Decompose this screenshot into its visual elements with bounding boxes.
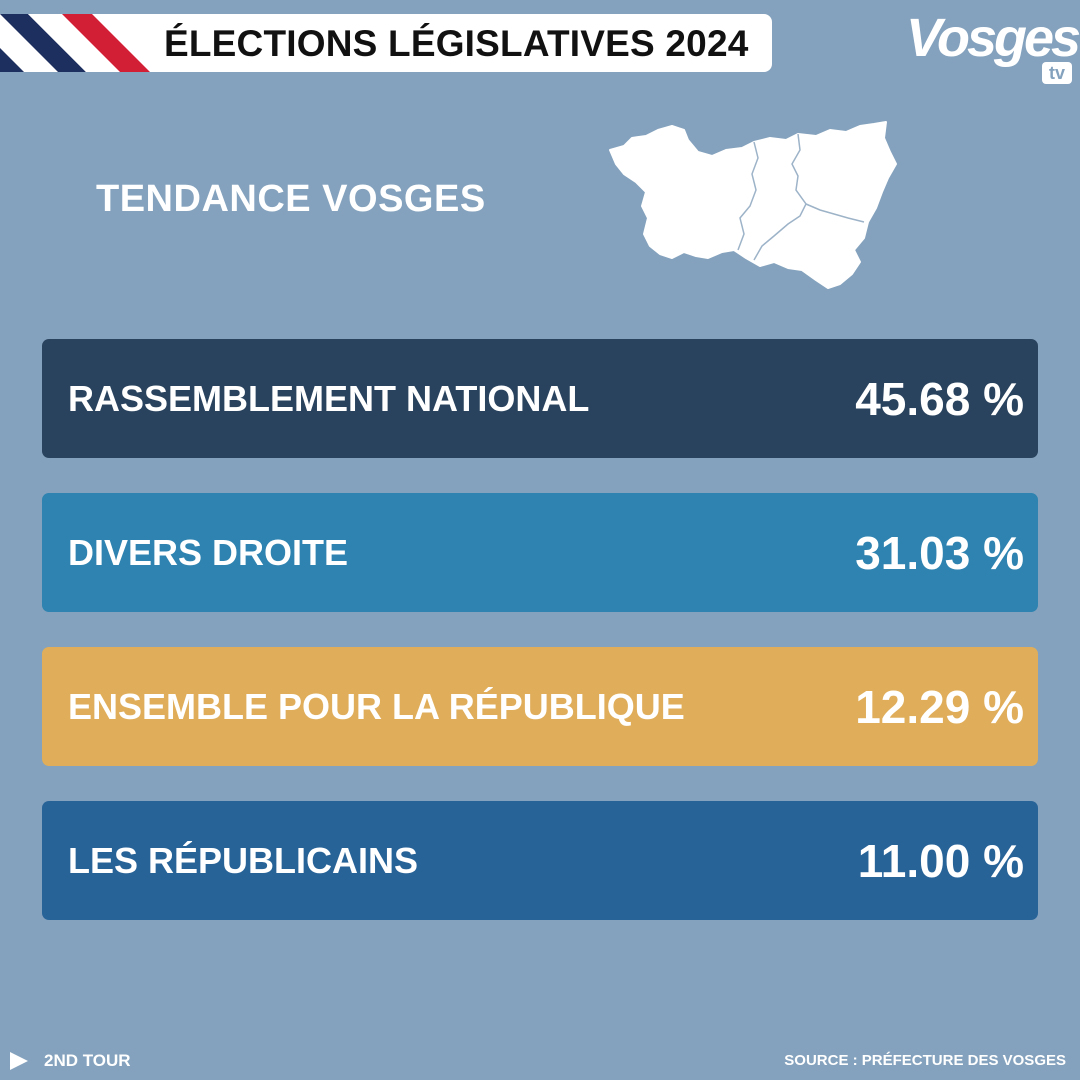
- result-bar-rassemblement-national: RASSEMBLEMENT NATIONAL 45.68 %: [42, 339, 1038, 458]
- result-bar-divers-droite: DIVERS DROITE 31.03 %: [42, 493, 1038, 612]
- brand-name: Vosges: [906, 8, 1080, 68]
- source-credit: SOURCE : PRÉFECTURE DES VOSGES: [784, 1052, 1066, 1069]
- party-name: LES RÉPUBLICAINS: [68, 840, 419, 881]
- party-percentage: 45.68 %: [855, 373, 1024, 425]
- header-banner: ÉLECTIONS LÉGISLATIVES 2024: [0, 14, 772, 72]
- party-percentage: 11.00 %: [857, 835, 1024, 887]
- page-title: ÉLECTIONS LÉGISLATIVES 2024: [164, 23, 749, 64]
- play-icon: [10, 1052, 28, 1070]
- subtitle: TENDANCE VOSGES: [96, 178, 486, 220]
- brand-suffix: tv: [1042, 62, 1072, 84]
- party-name: ENSEMBLE POUR LA RÉPUBLIQUE: [68, 686, 685, 727]
- party-name: DIVERS DROITE: [68, 532, 349, 573]
- party-percentage: 31.03 %: [855, 527, 1024, 579]
- result-bar-ensemble: ENSEMBLE POUR LA RÉPUBLIQUE 12.29 %: [42, 647, 1038, 766]
- vosges-map-icon: [609, 121, 897, 289]
- round-label: 2ND TOUR: [44, 1051, 131, 1070]
- round-indicator: 2ND TOUR: [10, 1050, 131, 1072]
- party-name: RASSEMBLEMENT NATIONAL: [68, 378, 590, 419]
- department-map: [602, 118, 902, 296]
- party-percentage: 12.29 %: [855, 681, 1024, 733]
- brand-logo: Vosges tv: [906, 8, 1080, 88]
- tricolor-ribbon-icon: [0, 14, 150, 72]
- result-bar-les-republicains: LES RÉPUBLICAINS 11.00 %: [42, 801, 1038, 920]
